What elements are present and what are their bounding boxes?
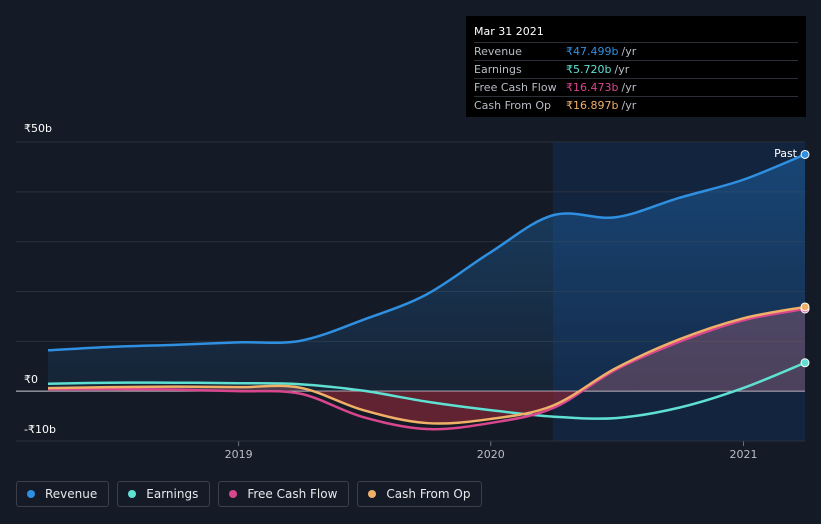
- revenue-area: [48, 154, 805, 392]
- y-tick-label: ₹50b: [24, 122, 52, 135]
- legend-dot-icon: [128, 490, 137, 498]
- legend-label: Cash From Op: [386, 487, 471, 501]
- cash-from-op-end-marker: [800, 302, 810, 312]
- tooltip-unit: /yr: [614, 63, 630, 76]
- legend-item-earnings[interactable]: Earnings: [117, 481, 211, 507]
- legend-item-free-cash-flow[interactable]: Free Cash Flow: [218, 481, 350, 507]
- tooltip-row-free-cash-flow: Free Cash Flow ₹16.473b /yr: [474, 79, 798, 97]
- y-tick-label: ₹0: [24, 373, 38, 386]
- cash-from-op-line: [47, 305, 806, 425]
- legend-dot-icon: [368, 490, 377, 498]
- tooltip-label: Earnings: [474, 63, 522, 76]
- legend-label: Earnings: [146, 487, 199, 501]
- tooltip-label: Revenue: [474, 45, 522, 58]
- cash-flow-negative-area: [48, 391, 805, 424]
- free-cash-flow-line: [47, 307, 806, 431]
- legend-item-cash-from-op[interactable]: Cash From Op: [357, 481, 483, 507]
- legend-dot-icon: [229, 490, 238, 498]
- tooltip-row-cash-from-op: Cash From Op ₹16.897b /yr: [474, 97, 798, 114]
- legend-dot-icon: [27, 490, 35, 498]
- tooltip-label: Free Cash Flow: [474, 81, 557, 94]
- tooltip-row-earnings: Earnings ₹5.720b /yr: [474, 61, 798, 79]
- tooltip-panel: Mar 31 2021 Revenue ₹47.499b /yr Earning…: [466, 16, 806, 117]
- tooltip-date: Mar 31 2021: [474, 22, 798, 43]
- x-tick-label: 2020: [477, 448, 505, 461]
- legend-item-revenue[interactable]: Revenue: [16, 481, 110, 507]
- tooltip-value: ₹16.897b: [566, 99, 619, 112]
- chart-legend: Revenue Earnings Free Cash Flow Cash Fro…: [16, 481, 490, 507]
- tooltip-unit: /yr: [621, 45, 637, 58]
- legend-label: Revenue: [45, 487, 98, 501]
- earnings-end-marker: [800, 358, 810, 368]
- tooltip-unit: /yr: [621, 81, 637, 94]
- past-label: Past: [774, 147, 798, 160]
- tooltip-row-revenue: Revenue ₹47.499b /yr: [474, 43, 798, 61]
- x-tick-label: 2019: [225, 448, 253, 461]
- tooltip-label: Cash From Op: [474, 99, 552, 112]
- tooltip-value: ₹47.499b: [566, 45, 619, 58]
- revenue-line: [47, 153, 806, 352]
- legend-label: Free Cash Flow: [247, 487, 338, 501]
- tooltip-value: ₹16.473b: [566, 81, 619, 94]
- earnings-line: [47, 361, 806, 420]
- y-tick-label: -₹10b: [24, 423, 56, 436]
- revenue-end-marker: [800, 149, 810, 159]
- x-tick-label: 2021: [730, 448, 758, 461]
- tooltip-value: ₹5.720b: [566, 63, 612, 76]
- tooltip-unit: /yr: [621, 99, 637, 112]
